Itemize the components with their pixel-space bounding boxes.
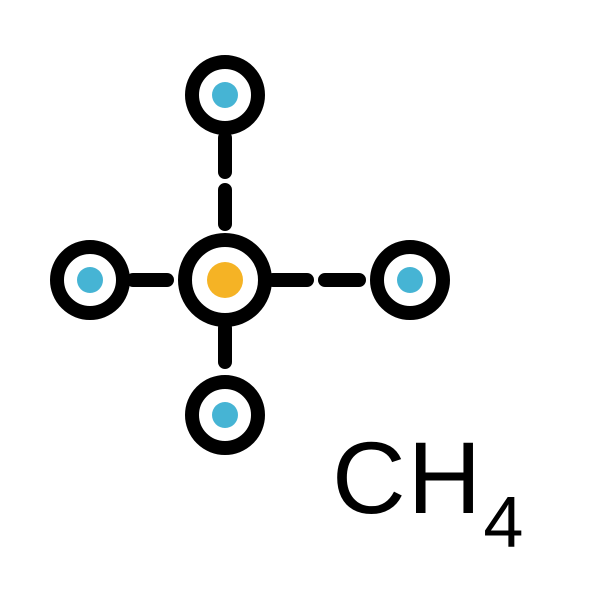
formula-base: CH: [332, 421, 483, 535]
methane-molecule-diagram: CH4: [0, 0, 600, 590]
formula-subscript: 4: [483, 483, 525, 563]
chemical-formula: CH4: [332, 420, 525, 537]
